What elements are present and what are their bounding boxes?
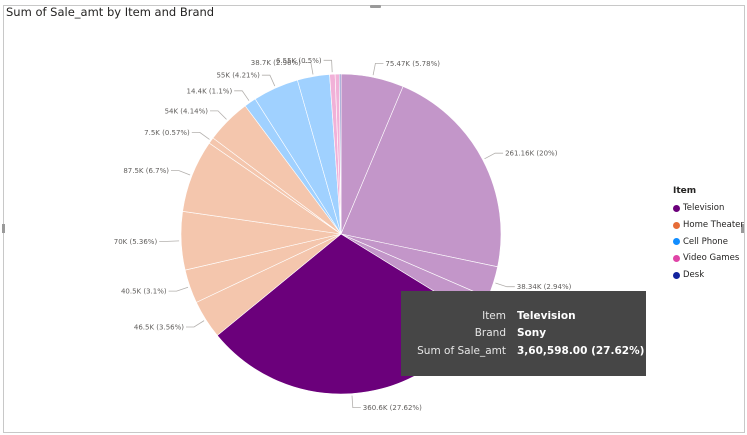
data-label: 40.5K (3.1%)	[121, 288, 167, 296]
leader-line	[495, 282, 515, 288]
tooltip-value: Television	[517, 310, 576, 322]
leader-line	[210, 110, 227, 120]
tooltip-row-brand: Brand Sony	[401, 327, 646, 343]
resize-handle-top[interactable]	[370, 5, 381, 8]
data-label: 70K (5.36%)	[114, 238, 158, 246]
leader-line	[171, 170, 191, 176]
leader-line	[372, 63, 384, 76]
leader-line	[351, 395, 361, 409]
data-label: 38.34K (2.94%)	[517, 283, 572, 291]
legend-label: Home Theater	[683, 220, 744, 231]
tooltip-key: Sum of Sale_amt	[417, 345, 506, 357]
legend-item-home-theater[interactable]: Home Theater	[673, 217, 744, 234]
legend-label: Cell Phone	[683, 236, 728, 247]
leader-line	[168, 286, 189, 292]
legend-item-television[interactable]: Television	[673, 200, 744, 217]
legend-dot-video-games	[673, 254, 680, 262]
leader-line	[234, 90, 250, 101]
pie-slice-television-1[interactable]	[340, 86, 502, 268]
data-label: 87.5K (6.7%)	[123, 167, 169, 175]
data-label: 38.7K (2.96%)	[251, 59, 301, 67]
leader-line	[186, 320, 205, 328]
legend-item-desk[interactable]: Desk	[673, 267, 744, 284]
legend-item-video-games[interactable]: Video Games	[673, 250, 744, 267]
resize-handle-left[interactable]	[2, 224, 5, 233]
resize-handle-right[interactable]	[741, 224, 744, 233]
legend-item-cell-phone[interactable]: Cell Phone	[673, 233, 744, 250]
data-label: 54K (4.14%)	[165, 107, 209, 115]
tooltip-row-sum: Sum of Sale_amt 3,60,598.00 (27.62%)	[401, 345, 646, 361]
leader-line	[191, 131, 210, 140]
legend-label: Desk	[683, 270, 705, 281]
data-label: 261.16K (20%)	[505, 150, 558, 158]
data-label: 7.5K (0.57%)	[144, 129, 190, 137]
leader-line	[484, 152, 504, 160]
pie-slice-desk-16[interactable]	[339, 73, 342, 235]
leader-line	[159, 240, 180, 242]
chart-title: Sum of Sale_amt by Item and Brand	[6, 5, 215, 19]
leader-line	[261, 74, 276, 87]
data-label: 360.6K (27.62%)	[363, 404, 422, 412]
legend-dot-television	[673, 204, 680, 212]
legend-dot-cell-phone	[673, 238, 680, 246]
legend-title: Item	[673, 186, 697, 196]
data-label: 14.4K (1.1%)	[187, 87, 233, 95]
data-label: 6.55K (0.5%)	[276, 57, 322, 65]
tooltip-value: 3,60,598.00 (27.62%)	[517, 345, 645, 357]
legend-label: Video Games	[683, 253, 740, 264]
tooltip-key: Item	[482, 310, 506, 322]
leader-line	[323, 59, 333, 73]
legend-dot-desk	[673, 271, 680, 279]
tooltip-value: Sony	[517, 327, 547, 339]
legend: Item Television Home Theater Cell Phone …	[673, 186, 744, 283]
tooltip-row-item: Item Television	[401, 310, 646, 326]
leader-line	[302, 62, 314, 75]
data-label: 55K (4.21%)	[216, 72, 260, 80]
tooltip-key: Brand	[474, 327, 506, 339]
data-label: 75.47K (5.78%)	[385, 60, 440, 68]
legend-dot-home-theater	[673, 221, 680, 229]
data-label: 46.5K (3.56%)	[134, 324, 184, 332]
tooltip: Item Television Brand Sony Sum of Sale_a…	[401, 291, 646, 376]
legend-label: Television	[683, 203, 725, 214]
